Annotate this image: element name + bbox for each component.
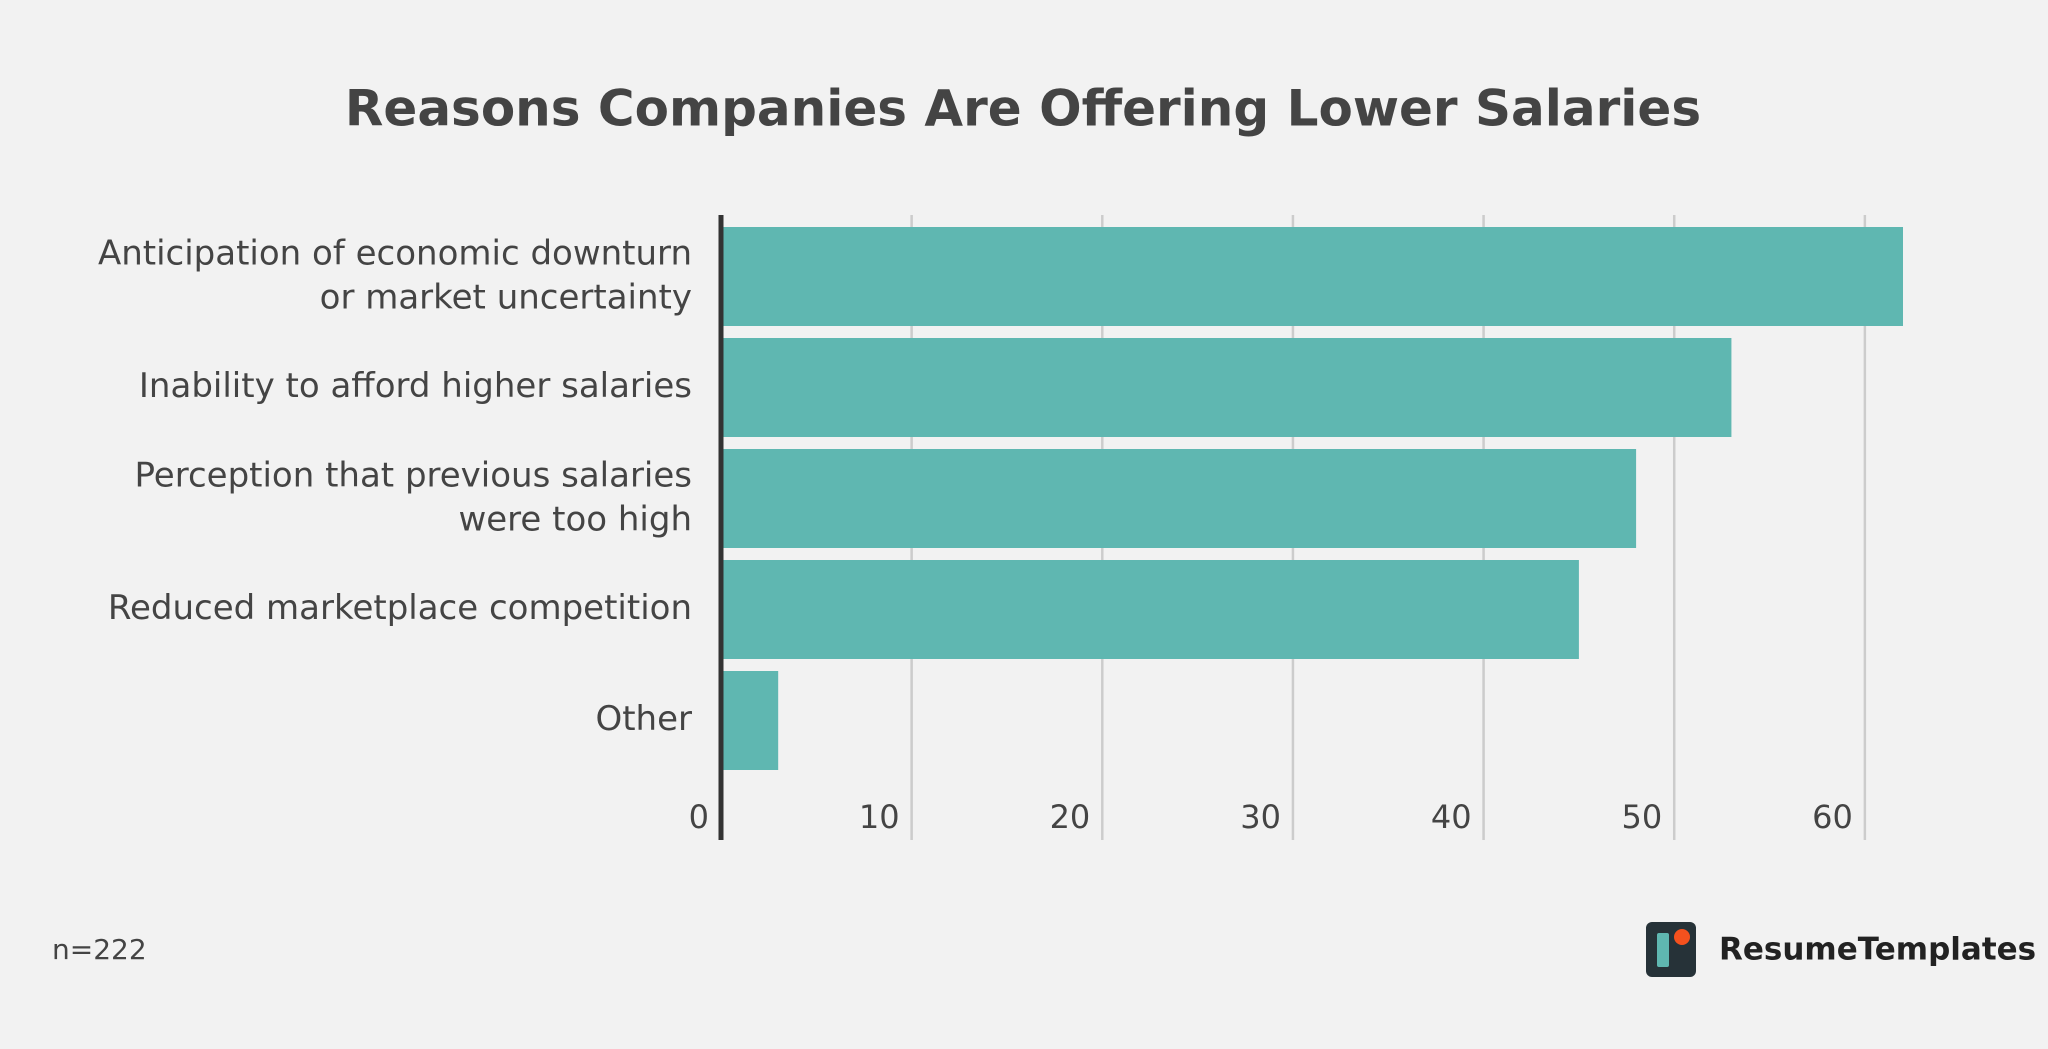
- bar: [721, 671, 779, 770]
- y-tick-label: Perception that previous salaries were to…: [135, 455, 692, 539]
- bar: [721, 338, 1732, 437]
- logo-dot: [1674, 929, 1690, 945]
- y-tick-label: Reduced marketplace competition: [108, 588, 692, 628]
- bar: [721, 560, 1579, 659]
- brand: ResumeTemplates: [1719, 932, 2036, 968]
- bar: [721, 227, 1903, 326]
- x-tick-label: 30: [1240, 798, 1281, 836]
- logo-mark: [1646, 922, 1696, 977]
- note: n=222: [52, 933, 147, 966]
- x-tick-label: 60: [1812, 798, 1853, 836]
- x-tick-label: 0: [689, 798, 709, 836]
- logo: [1646, 922, 1696, 977]
- x-tick-label: 40: [1431, 798, 1472, 836]
- x-tick-label: 20: [1050, 798, 1091, 836]
- x-tick-label: 50: [1622, 798, 1663, 836]
- y-tick-label: Anticipation of economic downturn or mark…: [98, 233, 692, 317]
- logo-bar: [1657, 933, 1669, 967]
- x-tick-label: 10: [859, 798, 900, 836]
- y-tick-label: Other: [595, 699, 692, 739]
- bar: [721, 449, 1637, 548]
- y-tick-label: Inability to afford higher salaries: [139, 366, 692, 406]
- chart-title: Reasons Companies Are Offering Lower Sal…: [345, 80, 1701, 138]
